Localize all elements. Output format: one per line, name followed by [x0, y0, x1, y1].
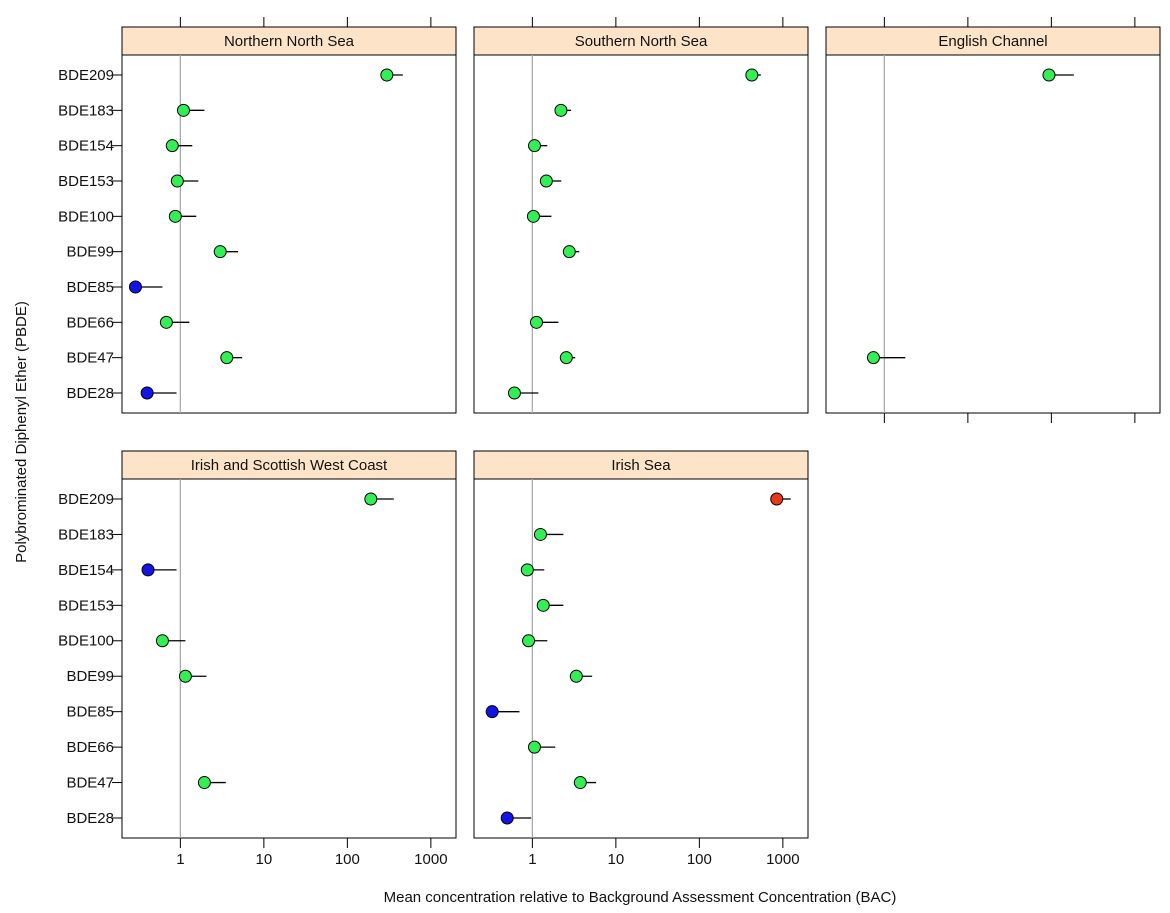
- x-tick-label: 100: [335, 851, 360, 868]
- y-tick-label: BDE183: [58, 102, 114, 119]
- x-axis-label: Mean concentration relative to Backgroun…: [384, 889, 897, 906]
- y-tick-label: BDE85: [66, 704, 114, 721]
- strip: [825, 26, 1161, 56]
- dot: [485, 705, 499, 719]
- x-tick-label: 10: [256, 851, 273, 868]
- y-tick-label: BDE154: [58, 562, 114, 579]
- panel: [825, 54, 1161, 414]
- dot: [562, 245, 576, 259]
- panel-title: Irish and Scottish West Coast: [191, 457, 388, 474]
- y-tick-label: BDE100: [58, 208, 114, 225]
- dot: [539, 174, 553, 188]
- x-tick-label: 10: [608, 851, 625, 868]
- dot: [176, 103, 190, 117]
- y-tick-label: BDE66: [66, 314, 114, 331]
- dot: [141, 563, 155, 577]
- strip: [121, 26, 457, 56]
- panel-title: Irish Sea: [611, 457, 671, 474]
- y-tick-label: BDE153: [58, 173, 114, 190]
- dot: [165, 139, 179, 153]
- dot: [507, 386, 521, 400]
- x-tick-label: 1: [528, 851, 536, 868]
- dot: [380, 68, 394, 82]
- dot: [159, 315, 173, 329]
- dot: [533, 527, 547, 541]
- panel: [473, 54, 809, 414]
- dot: [168, 209, 182, 223]
- dot: [140, 386, 154, 400]
- y-tick-label: BDE28: [66, 385, 114, 402]
- y-tick-label: BDE209: [58, 491, 114, 508]
- y-tick-label: BDE153: [58, 597, 114, 614]
- x-tick-label: 100: [687, 851, 712, 868]
- dot: [569, 669, 583, 683]
- y-tick-label: BDE85: [66, 279, 114, 296]
- dot: [178, 669, 192, 683]
- x-tick-label: 1000: [766, 851, 799, 868]
- dot: [500, 811, 514, 825]
- y-tick-label: BDE99: [66, 668, 114, 685]
- dot: [770, 492, 784, 506]
- strip: [121, 450, 457, 480]
- dot: [197, 776, 211, 790]
- panel: [121, 478, 457, 839]
- dot: [527, 139, 541, 153]
- y-tick-label: BDE100: [58, 633, 114, 650]
- y-tick-label: BDE47: [66, 350, 114, 367]
- panel-title: English Channel: [938, 33, 1047, 50]
- dot: [155, 634, 169, 648]
- dot: [554, 103, 568, 117]
- y-tick-label: BDE99: [66, 244, 114, 261]
- dot: [520, 563, 534, 577]
- panel: [473, 478, 809, 839]
- panel-title: Northern North Sea: [224, 33, 355, 50]
- strip: [473, 450, 809, 480]
- y-tick-label: BDE47: [66, 775, 114, 792]
- dot: [527, 740, 541, 754]
- x-tick-label: 1000: [414, 851, 447, 868]
- dot: [522, 634, 536, 648]
- dot: [573, 776, 587, 790]
- dot: [213, 245, 227, 259]
- y-tick-label: BDE209: [58, 67, 114, 84]
- panel: [121, 54, 457, 414]
- y-axis-label: Polybrominated Diphenyl Ether (PBDE): [13, 301, 30, 563]
- y-tick-label: BDE183: [58, 526, 114, 543]
- dot: [866, 351, 880, 365]
- dot: [529, 315, 543, 329]
- panel-title: Southern North Sea: [575, 33, 708, 50]
- dot: [128, 280, 142, 294]
- dot: [1042, 68, 1056, 82]
- dot: [559, 351, 573, 365]
- dot: [220, 351, 234, 365]
- dot: [526, 209, 540, 223]
- y-tick-label: BDE66: [66, 739, 114, 756]
- dot: [364, 492, 378, 506]
- dot: [170, 174, 184, 188]
- y-tick-label: BDE28: [66, 810, 114, 827]
- dot: [536, 598, 550, 612]
- dot: [745, 68, 759, 82]
- y-tick-label: BDE154: [58, 138, 114, 155]
- x-tick-label: 1: [176, 851, 184, 868]
